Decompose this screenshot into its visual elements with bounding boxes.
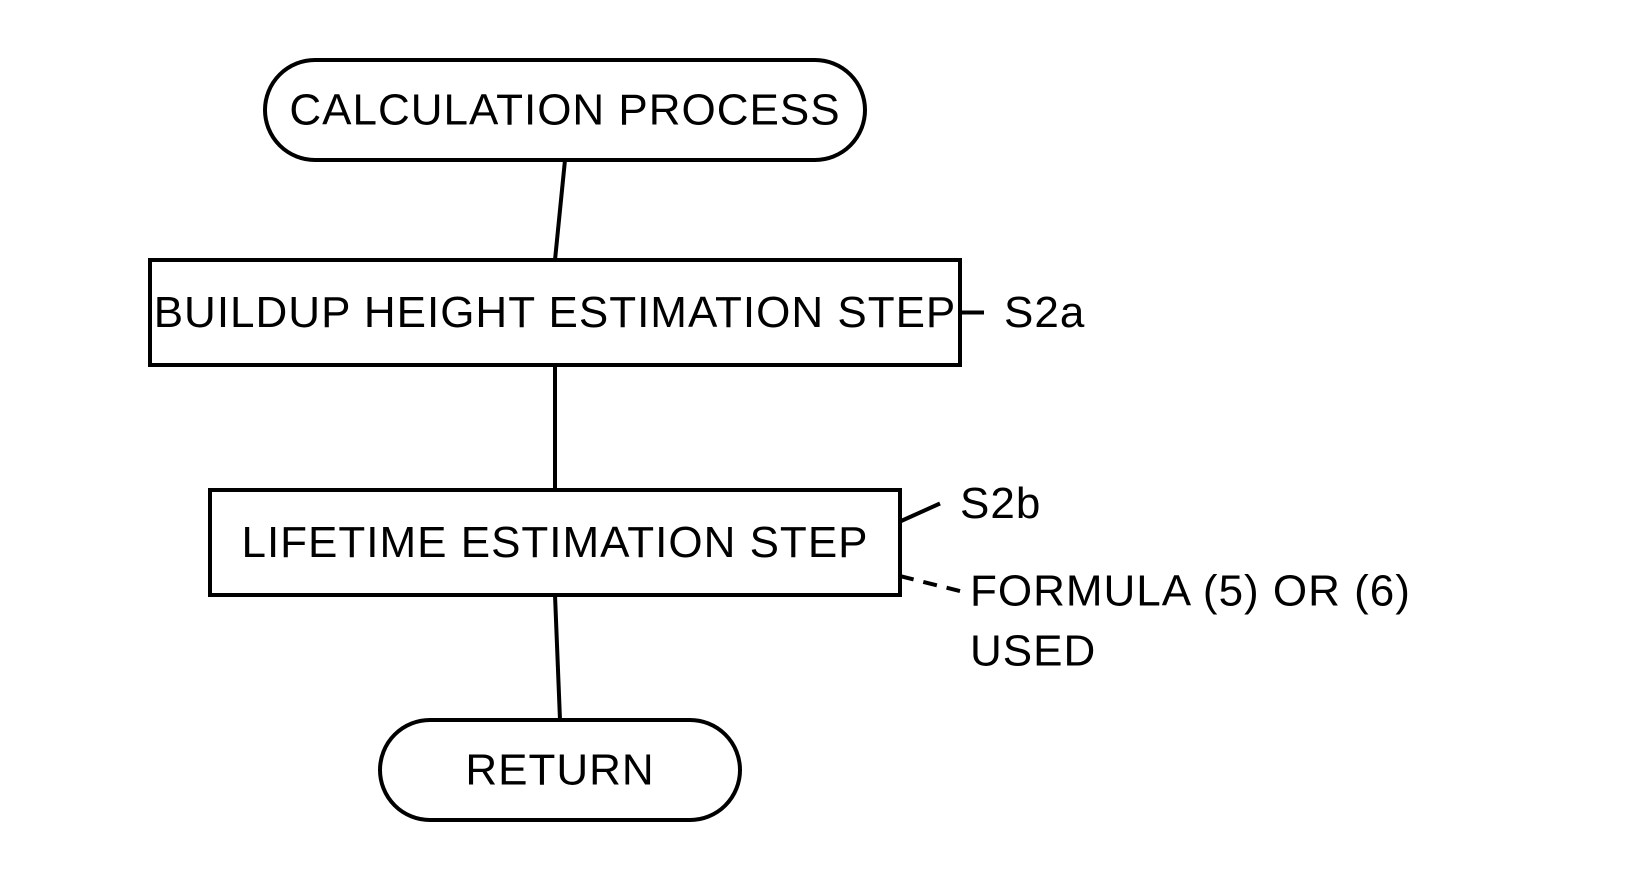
node-label-step1: BUILDUP HEIGHT ESTIMATION STEP [154,288,957,337]
node-step2: LIFETIME ESTIMATION STEP [210,490,900,595]
flow-edge [555,595,560,720]
annotation-tick-s2b [900,504,940,522]
annotation-formula-line-1: USED [970,627,1096,676]
annotation-label-s2b: S2b [960,479,1041,528]
annotation-label-s2a: S2a [1004,288,1085,337]
annotation-formula-line-0: FORMULA (5) OR (6) [970,567,1411,616]
node-end: RETURN [380,720,740,820]
node-step1: BUILDUP HEIGHT ESTIMATION STEP [150,260,960,365]
node-label-step2: LIFETIME ESTIMATION STEP [241,518,868,567]
node-label-end: RETURN [465,746,654,795]
node-start: CALCULATION PROCESS [265,60,865,160]
node-label-start: CALCULATION PROCESS [289,86,840,135]
annotation-leader-formula [900,576,960,591]
flow-edge [555,160,565,260]
